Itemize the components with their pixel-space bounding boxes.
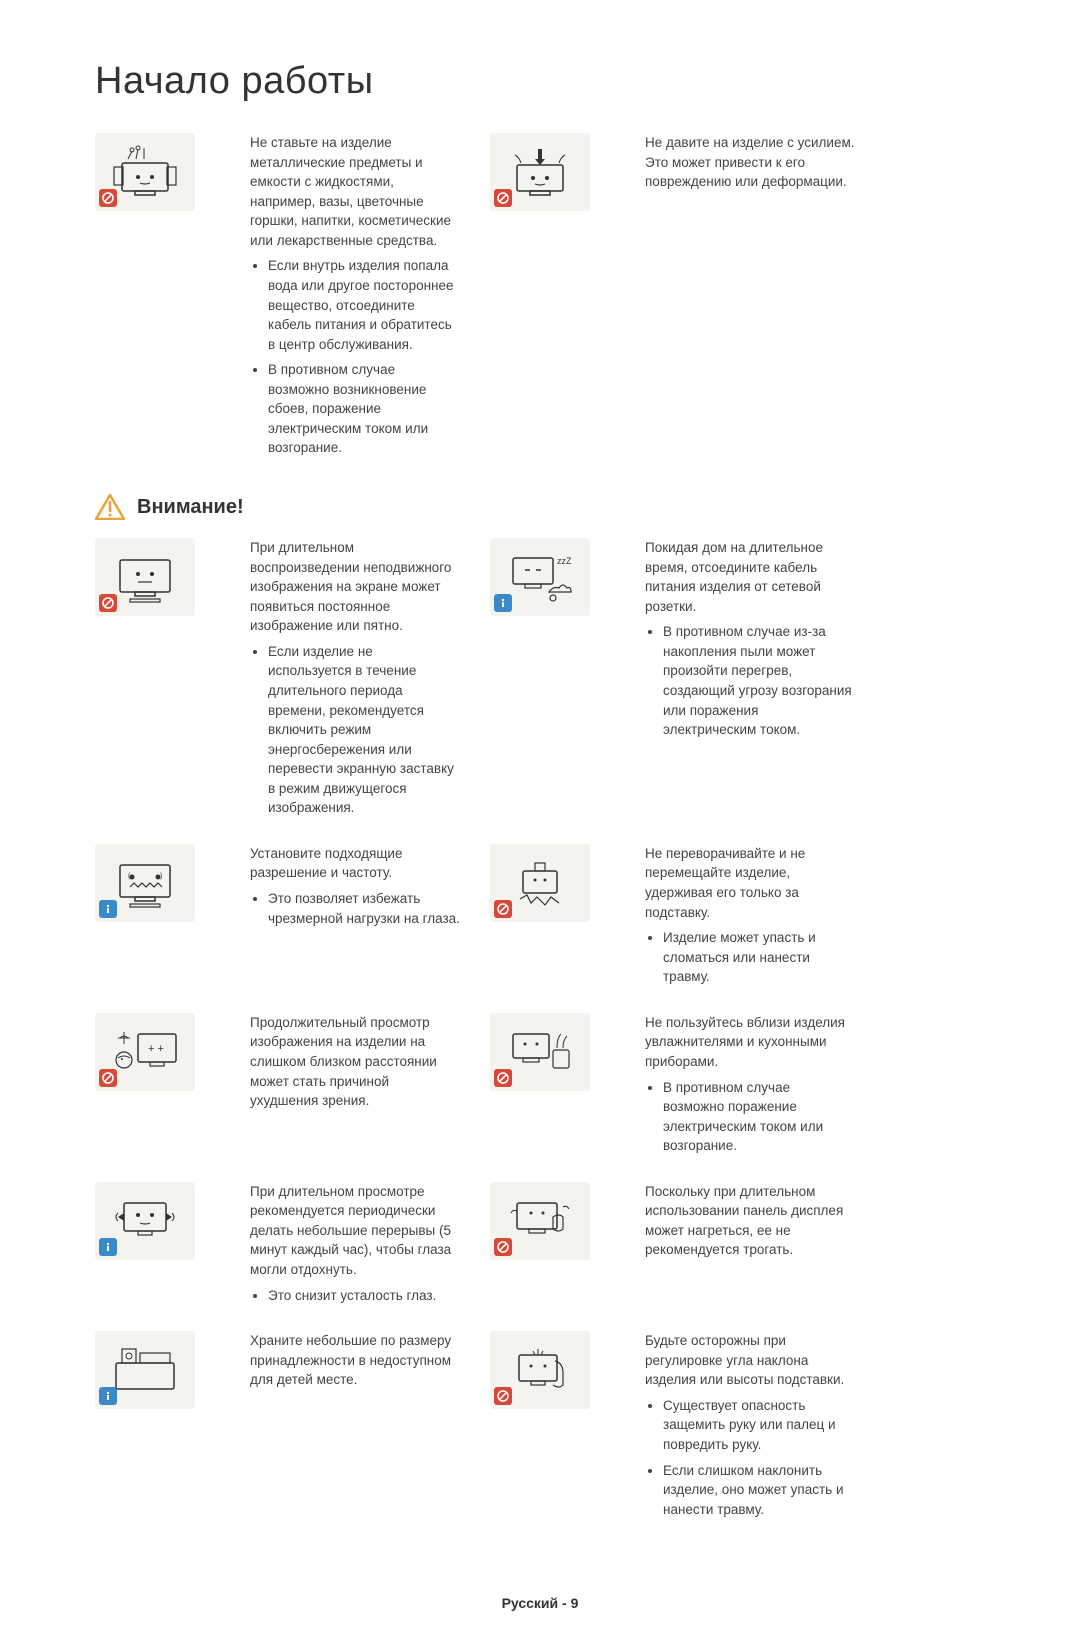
prohibited-icon <box>494 1238 512 1256</box>
info-icon <box>99 1238 117 1256</box>
body-text: Будьте осторожны при регулировке угла на… <box>645 1333 844 1387</box>
bullet-item: Это снизит усталость глаз. <box>268 1286 460 1306</box>
caution-heading: Внимание! <box>95 494 855 520</box>
icon-hot-panel <box>490 1182 590 1260</box>
bullet-item: Существует опасность защемить руку или п… <box>663 1396 855 1455</box>
icon-resolution: () <box>95 844 195 922</box>
icon-unplug-sleep: zzZ <box>490 538 590 616</box>
caution-label: Внимание! <box>137 496 244 519</box>
text-block-5: Установите подходящие разрешение и часто… <box>250 844 460 934</box>
footer-page: 9 <box>571 1595 579 1611</box>
body-text: Храните небольшие по размеру принадлежно… <box>250 1333 451 1387</box>
text-block-6: Не переворачивайте и не перемещайте изде… <box>645 844 855 993</box>
body-text: Покидая дом на длительное время, отсоеди… <box>645 540 823 614</box>
text-block-11: Храните небольшие по размеру принадлежно… <box>250 1331 460 1390</box>
bullet-item: В противном случае из-за накопления пыли… <box>663 622 855 739</box>
body-text: Установите подходящие разрешение и часто… <box>250 846 402 881</box>
text-block-1: Не ставьте на изделие металлические пред… <box>250 133 460 464</box>
prohibited-icon <box>494 1387 512 1405</box>
page-footer: Русский - 9 <box>95 1595 985 1611</box>
prohibited-icon <box>99 189 117 207</box>
body-text: Не пользуйтесь вблизи изделия увлажнител… <box>645 1015 845 1069</box>
text-block-9: При длительном просмотре рекомендуется п… <box>250 1182 460 1311</box>
text-block-12: Будьте осторожны при регулировке угла на… <box>645 1331 855 1525</box>
text-block-4: Покидая дом на длительное время, отсоеди… <box>645 538 855 746</box>
text-block-7: Продолжительный просмотр изображения на … <box>250 1013 460 1111</box>
icon-eye-rest <box>95 1182 195 1260</box>
content-grid: Не ставьте на изделие металлические пред… <box>95 133 985 1545</box>
info-icon <box>99 900 117 918</box>
icon-flip-tv <box>490 844 590 922</box>
text-block-2: Не давите на изделие с усилием. Это може… <box>645 133 855 192</box>
icon-static-image <box>95 538 195 616</box>
info-icon <box>99 1387 117 1405</box>
body-text: Не ставьте на изделие металлические пред… <box>250 135 451 248</box>
warning-triangle-icon <box>95 494 125 520</box>
body-text: Продолжительный просмотр изображения на … <box>250 1015 437 1108</box>
page-title: Начало работы <box>95 60 985 103</box>
prohibited-icon <box>494 189 512 207</box>
footer-lang: Русский <box>502 1595 559 1611</box>
text-block-8: Не пользуйтесь вблизи изделия увлажнител… <box>645 1013 855 1162</box>
body-text: Поскольку при длительном использовании п… <box>645 1184 843 1258</box>
svg-text:+ +: + + <box>148 1043 164 1055</box>
bullet-item: Если изделие не используется в течение д… <box>268 642 460 818</box>
svg-text:zzZ: zzZ <box>557 556 572 566</box>
footer-sep: - <box>558 1595 570 1611</box>
icon-child-accessories <box>95 1331 195 1409</box>
bullet-item: Если слишком наклонить изделие, оно може… <box>663 1461 855 1520</box>
prohibited-icon <box>494 900 512 918</box>
icon-eye-strain: + + <box>95 1013 195 1091</box>
bullet-item: В противном случае возможно возникновени… <box>268 360 460 458</box>
bullet-item: Изделие может упасть и сломаться или нан… <box>663 928 855 987</box>
bullet-item: Если внутрь изделия попала вода или друг… <box>268 256 460 354</box>
text-block-10: Поскольку при длительном использовании п… <box>645 1182 855 1260</box>
body-text: При длительном просмотре рекомендуется п… <box>250 1184 451 1277</box>
text-block-3: При длительном воспроизведении неподвижн… <box>250 538 460 824</box>
body-text: При длительном воспроизведении неподвижн… <box>250 540 451 633</box>
icon-objects-on-tv <box>95 133 195 211</box>
bullet-item: Это позволяет избежать чрезмерной нагруз… <box>268 889 460 928</box>
body-text: Не давите на изделие с усилием. Это може… <box>645 135 855 189</box>
body-text: Не переворачивайте и не перемещайте изде… <box>645 846 805 920</box>
icon-humidifier <box>490 1013 590 1091</box>
prohibited-icon <box>99 1069 117 1087</box>
svg-text:): ) <box>160 873 162 880</box>
prohibited-icon <box>494 1069 512 1087</box>
info-icon <box>494 594 512 612</box>
icon-tilt-adjust <box>490 1331 590 1409</box>
bullet-item: В противном случае возможно поражение эл… <box>663 1078 855 1156</box>
prohibited-icon <box>99 594 117 612</box>
icon-press-tv <box>490 133 590 211</box>
